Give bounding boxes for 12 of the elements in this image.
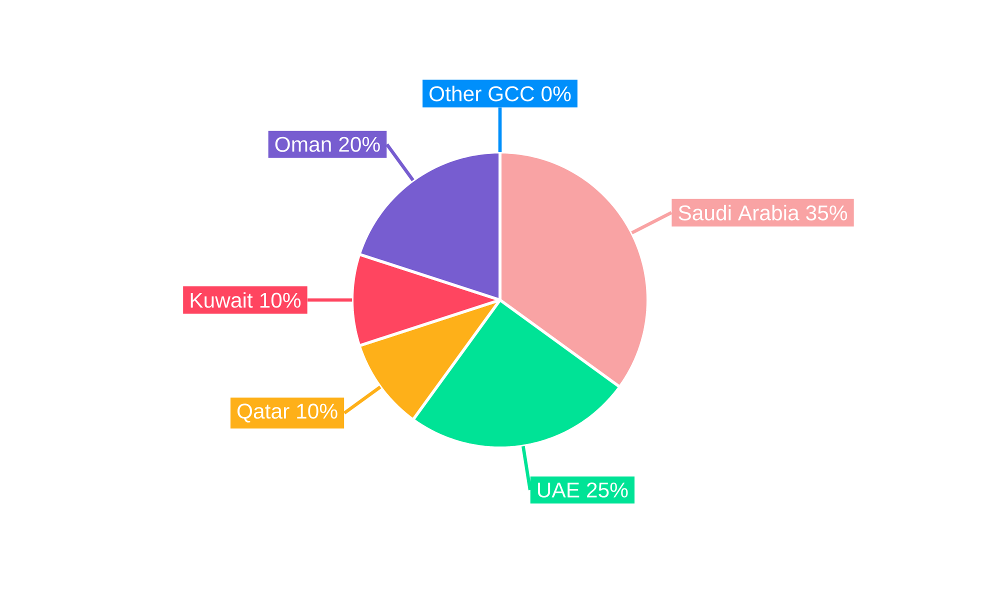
slice-label: UAE [538, 482, 580, 498]
category-label: Other GCC [430, 86, 534, 102]
slice-label: Saudi Arabia [678, 204, 800, 220]
data-label: 35% [806, 205, 848, 220]
data-label: 10% [260, 292, 301, 308]
data-label: 25% [587, 482, 628, 498]
text: 0% [542, 86, 571, 102]
slice-label: Qatar [237, 404, 290, 423]
data-label: 10% [297, 404, 338, 419]
slice-label: Kuwait [190, 292, 253, 308]
data-label: 20% [339, 136, 380, 152]
slice-label: Oman [275, 136, 331, 152]
